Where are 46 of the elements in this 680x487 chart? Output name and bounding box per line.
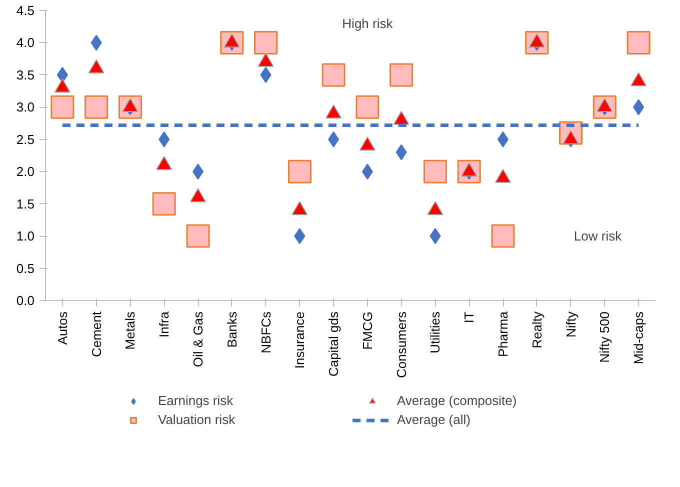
point bbox=[288, 160, 312, 184]
y-tick-label: 2.5 bbox=[16, 132, 35, 147]
x-tick-label: Insurance bbox=[292, 311, 308, 369]
point bbox=[390, 63, 414, 87]
y-tick-label: 2.0 bbox=[16, 164, 35, 180]
x-tick-label: Pharma bbox=[496, 310, 510, 358]
legend-label: Earnings risk bbox=[158, 393, 234, 408]
legend-label: Valuation risk bbox=[158, 412, 236, 427]
x-tick-label: Oil & Gas bbox=[190, 311, 206, 368]
y-tick-label: 0.0 bbox=[16, 293, 35, 308]
x-tick-label: Nifty 500 bbox=[597, 311, 612, 363]
x-tick-label: Nifty bbox=[563, 311, 578, 338]
annotation: High risk bbox=[342, 16, 394, 31]
x-tick-label: FMCG bbox=[360, 311, 375, 350]
y-tick-label: 1.0 bbox=[16, 228, 35, 244]
x-tick-label: Metals bbox=[122, 311, 138, 350]
point bbox=[152, 192, 176, 216]
point bbox=[356, 95, 380, 119]
x-tick-label: Realty bbox=[529, 311, 544, 348]
x-tick-label: Capital gds bbox=[326, 311, 342, 377]
annotation: Low risk bbox=[574, 228, 622, 244]
x-tick-label: IT bbox=[462, 311, 477, 324]
x-tick-label: Mid-caps bbox=[631, 311, 646, 364]
point bbox=[322, 63, 346, 87]
x-tick-label: Utilities bbox=[428, 311, 443, 354]
x-tick-label: Consumers bbox=[394, 311, 409, 378]
point bbox=[626, 30, 650, 54]
x-tick-label: Cement bbox=[88, 311, 104, 358]
y-tick-label: 4.5 bbox=[16, 3, 35, 18]
y-tick-label: 1.5 bbox=[16, 196, 35, 212]
point bbox=[186, 224, 210, 248]
point bbox=[50, 95, 74, 119]
x-tick-label: NBFCs bbox=[258, 311, 274, 354]
y-tick-label: 0.5 bbox=[16, 260, 35, 276]
x-tick-label: Infra bbox=[156, 310, 172, 338]
y-tick-label: 3.0 bbox=[16, 100, 35, 115]
y-tick-label: 3.5 bbox=[16, 67, 35, 82]
legend-label: Average (all) bbox=[397, 412, 472, 427]
point bbox=[423, 160, 447, 184]
x-tick-label: Autos bbox=[54, 311, 70, 345]
point bbox=[84, 95, 108, 119]
point bbox=[491, 224, 515, 248]
legend-label: Average (composite) bbox=[397, 393, 518, 408]
x-tick-label: Banks bbox=[224, 311, 240, 348]
y-tick-label: 4.0 bbox=[16, 35, 35, 50]
point bbox=[254, 30, 278, 54]
